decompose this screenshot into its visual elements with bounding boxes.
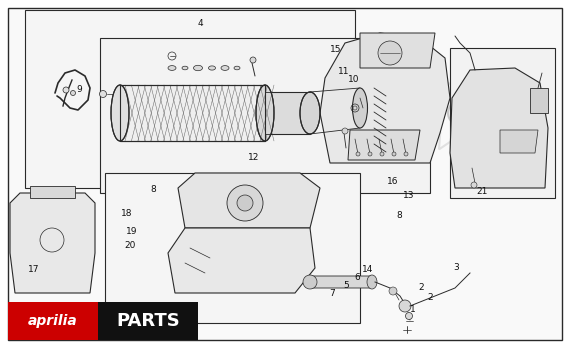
Text: 3: 3 xyxy=(453,263,459,272)
Ellipse shape xyxy=(111,85,129,141)
Circle shape xyxy=(353,106,357,110)
Text: 1: 1 xyxy=(410,306,416,315)
Circle shape xyxy=(404,152,408,156)
Ellipse shape xyxy=(193,65,202,71)
Circle shape xyxy=(405,313,413,319)
Text: 6: 6 xyxy=(354,272,360,282)
Circle shape xyxy=(237,195,253,211)
Ellipse shape xyxy=(234,66,240,70)
Text: 13: 13 xyxy=(403,190,415,199)
Text: 19: 19 xyxy=(126,227,138,236)
Polygon shape xyxy=(530,88,548,113)
Polygon shape xyxy=(348,130,420,160)
Text: 5: 5 xyxy=(343,280,349,290)
Polygon shape xyxy=(450,48,555,198)
Circle shape xyxy=(389,287,397,295)
Circle shape xyxy=(63,87,69,93)
Ellipse shape xyxy=(303,275,317,289)
Text: 12: 12 xyxy=(249,153,260,163)
Ellipse shape xyxy=(221,66,229,70)
Ellipse shape xyxy=(209,66,215,70)
Bar xyxy=(98,302,198,340)
Circle shape xyxy=(455,108,465,118)
Polygon shape xyxy=(360,33,435,68)
Bar xyxy=(8,302,98,340)
Text: 20: 20 xyxy=(124,240,136,250)
Ellipse shape xyxy=(182,66,188,70)
Text: 15: 15 xyxy=(330,46,342,55)
Polygon shape xyxy=(168,228,315,293)
Ellipse shape xyxy=(256,85,274,141)
Circle shape xyxy=(356,152,360,156)
Polygon shape xyxy=(120,85,265,141)
Circle shape xyxy=(250,57,256,63)
Polygon shape xyxy=(8,8,562,340)
Text: 9: 9 xyxy=(76,86,82,95)
Circle shape xyxy=(71,90,75,95)
Polygon shape xyxy=(100,38,430,193)
Text: 21: 21 xyxy=(477,188,488,197)
Ellipse shape xyxy=(367,275,377,289)
Polygon shape xyxy=(105,173,360,323)
Text: 11: 11 xyxy=(338,68,350,77)
Text: 7: 7 xyxy=(329,288,335,298)
Text: 8: 8 xyxy=(150,185,156,195)
Polygon shape xyxy=(320,33,450,163)
Ellipse shape xyxy=(168,66,176,70)
Ellipse shape xyxy=(352,88,368,128)
Text: 17: 17 xyxy=(28,264,40,274)
Bar xyxy=(30,186,75,198)
Circle shape xyxy=(378,41,402,65)
Polygon shape xyxy=(178,173,320,228)
Text: 14: 14 xyxy=(363,266,374,275)
Ellipse shape xyxy=(300,92,320,134)
Polygon shape xyxy=(310,276,372,288)
Text: 10: 10 xyxy=(348,76,360,85)
Polygon shape xyxy=(500,130,538,153)
Text: ApriliaParts: ApriliaParts xyxy=(156,111,414,215)
Circle shape xyxy=(392,152,396,156)
Text: 16: 16 xyxy=(387,177,399,187)
Circle shape xyxy=(116,92,121,96)
Polygon shape xyxy=(10,193,95,293)
Text: 18: 18 xyxy=(121,208,133,218)
Polygon shape xyxy=(450,68,548,188)
Text: 2: 2 xyxy=(427,293,433,301)
Circle shape xyxy=(380,152,384,156)
Text: 8: 8 xyxy=(396,212,402,221)
Text: aprilia: aprilia xyxy=(28,314,78,328)
Circle shape xyxy=(471,182,477,188)
Text: 4: 4 xyxy=(197,18,203,27)
Circle shape xyxy=(342,128,348,134)
Polygon shape xyxy=(265,92,310,134)
Circle shape xyxy=(368,152,372,156)
Circle shape xyxy=(399,300,411,312)
Circle shape xyxy=(227,185,263,221)
Circle shape xyxy=(100,90,107,97)
Text: 2: 2 xyxy=(418,284,424,293)
Polygon shape xyxy=(25,10,355,188)
Text: PARTS: PARTS xyxy=(116,312,180,330)
